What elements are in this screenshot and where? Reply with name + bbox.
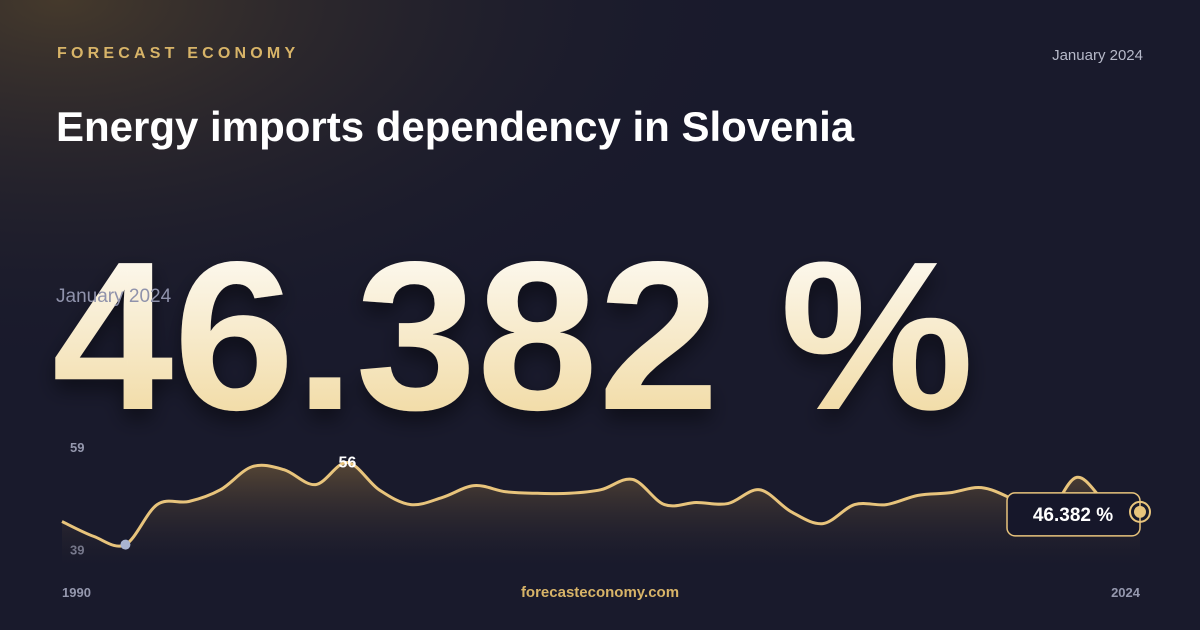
title: Energy imports dependency in Slovenia bbox=[56, 103, 855, 150]
x-tick-label: 1990 bbox=[62, 585, 91, 600]
area bbox=[62, 462, 1140, 565]
footer: forecasteconomy.com bbox=[521, 584, 679, 601]
peak-label: 56 bbox=[338, 455, 356, 472]
end-ring bbox=[1129, 500, 1151, 523]
min-marker bbox=[120, 539, 131, 550]
end-marker bbox=[1134, 505, 1146, 518]
x-tick-label: 2024 bbox=[1111, 585, 1141, 600]
end-label: 46.382 % bbox=[1033, 505, 1113, 526]
line bbox=[61, 461, 1141, 548]
y-tick-label: 59 bbox=[70, 440, 84, 455]
headline-value: 46.382 % bbox=[52, 217, 974, 454]
date: January 2024 bbox=[1052, 47, 1143, 64]
headline-date: January 2024 bbox=[56, 286, 172, 307]
brand: FORECAST ECONOMY bbox=[57, 45, 299, 62]
